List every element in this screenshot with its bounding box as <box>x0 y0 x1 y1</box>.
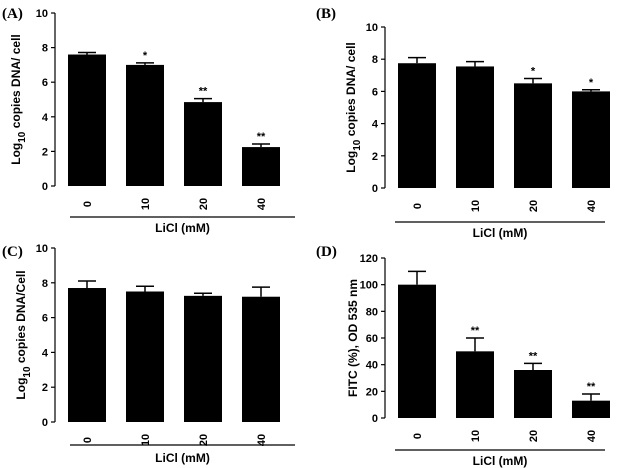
bar <box>456 66 494 188</box>
significance-marker: ** <box>587 381 596 393</box>
bar <box>514 370 552 418</box>
y-axis-title-subscript: 10 <box>17 131 28 143</box>
y-tick-label: 6 <box>42 313 48 325</box>
y-tick-label: 0 <box>372 183 378 195</box>
x-axis-title: LiCl (mM) <box>155 221 210 235</box>
y-axis-title-main: Log <box>344 151 358 173</box>
x-tick-label: 20 <box>528 200 540 212</box>
y-axis-title-rest: copies DNA/Cell <box>14 270 28 366</box>
y-tick-label: 2 <box>42 146 48 158</box>
y-tick-label: 8 <box>42 278 48 290</box>
x-tick-label: 20 <box>198 434 210 446</box>
y-tick-label: 120 <box>360 253 378 265</box>
bar <box>184 295 222 422</box>
y-axis-title-subscript: 10 <box>352 139 363 151</box>
y-tick-label: 4 <box>42 112 49 124</box>
x-tick-label: 40 <box>256 434 268 446</box>
y-tick-label: 4 <box>372 119 379 131</box>
x-tick-label: 0 <box>82 201 94 207</box>
bar <box>68 288 106 422</box>
y-tick-label: 100 <box>360 280 378 292</box>
y-tick-label: 40 <box>366 360 378 372</box>
y-tick-label: 2 <box>42 382 48 394</box>
y-axis-title-main: Log <box>9 143 23 165</box>
x-tick-label: 10 <box>470 200 482 212</box>
bar <box>242 147 280 186</box>
significance-marker: * <box>589 77 594 89</box>
y-tick-label: 60 <box>366 333 378 345</box>
x-tick-label: 40 <box>586 200 598 212</box>
y-axis-title: Log10 copies DNA/ cell <box>9 34 28 165</box>
x-tick-label: 40 <box>256 198 268 210</box>
significance-marker: * <box>531 66 536 78</box>
y-axis-title-rest: copies DNA/ cell <box>9 34 23 131</box>
x-tick-label: 10 <box>140 198 152 210</box>
x-tick-label: 40 <box>586 430 598 442</box>
bar <box>572 400 610 418</box>
panel-label: (B) <box>316 6 336 22</box>
x-tick-label: 20 <box>198 198 210 210</box>
bar <box>456 351 494 418</box>
significance-marker: * <box>143 50 148 62</box>
x-axis-title: LiCl (mM) <box>155 451 210 465</box>
y-tick-label: 2 <box>372 151 378 163</box>
y-axis-title-main: Log <box>14 378 28 400</box>
panel-label: (A) <box>2 6 23 22</box>
panel-label: (C) <box>2 244 23 260</box>
y-axis-title: Log10 copies DNA/ cell <box>344 42 363 173</box>
bar <box>68 54 106 186</box>
x-tick-label: 10 <box>470 430 482 442</box>
bar <box>398 63 436 188</box>
y-axis-title: FITC (%), OD 535 nm <box>346 279 360 397</box>
panel-label: (D) <box>316 244 337 260</box>
bar <box>126 291 164 422</box>
y-tick-label: 80 <box>366 306 378 318</box>
y-tick-label: 0 <box>42 181 48 193</box>
y-tick-label: 20 <box>366 386 378 398</box>
bar <box>514 83 552 188</box>
y-tick-label: 10 <box>366 22 378 34</box>
y-axis-title: Log10 copies DNA/Cell <box>14 270 33 399</box>
y-tick-label: 10 <box>36 8 48 20</box>
y-tick-label: 0 <box>372 413 378 425</box>
bar <box>572 91 610 188</box>
y-tick-label: 6 <box>372 86 378 98</box>
y-tick-label: 10 <box>36 243 48 255</box>
x-tick-label: 0 <box>412 203 424 209</box>
x-tick-label: 0 <box>82 437 94 443</box>
y-axis-title-subscript: 10 <box>22 366 33 378</box>
x-tick-label: 20 <box>528 430 540 442</box>
significance-marker: ** <box>257 131 266 143</box>
bar <box>242 296 280 422</box>
x-axis-title: LiCl (mM) <box>473 454 528 468</box>
y-tick-label: 8 <box>42 43 48 55</box>
significance-marker: ** <box>199 86 208 98</box>
x-tick-label: 0 <box>412 433 424 439</box>
y-tick-label: 0 <box>42 417 48 429</box>
bar <box>184 102 222 186</box>
significance-marker: ** <box>529 350 538 362</box>
x-tick-label: 10 <box>140 434 152 446</box>
y-tick-label: 4 <box>42 347 49 359</box>
y-axis-title-main: FITC (%), OD 535 nm <box>346 279 360 397</box>
significance-marker: ** <box>471 325 480 337</box>
y-tick-label: 8 <box>372 54 378 66</box>
y-axis-title-rest: copies DNA/ cell <box>344 42 358 139</box>
y-tick-label: 6 <box>42 77 48 89</box>
bar <box>398 284 436 418</box>
bar <box>126 64 164 186</box>
x-axis-title: LiCl (mM) <box>473 226 528 240</box>
